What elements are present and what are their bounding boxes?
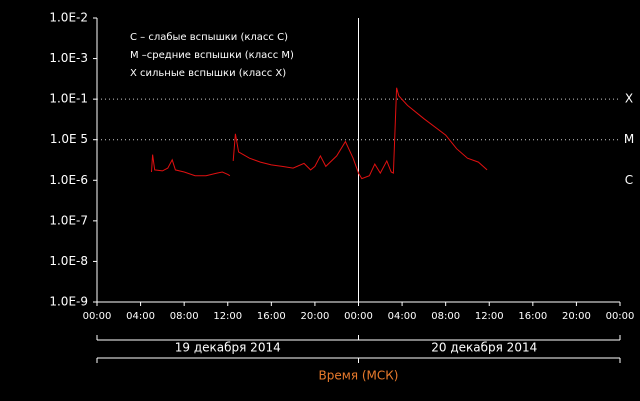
class-label: C bbox=[625, 173, 633, 187]
x-axis-title: Время (МСК) bbox=[319, 369, 399, 383]
y-tick-label: 1.0E 5 bbox=[50, 132, 88, 146]
flux-line bbox=[151, 87, 488, 180]
x-tick-label: 20:00 bbox=[562, 311, 591, 322]
date-label: 20 декабря 2014 bbox=[431, 341, 537, 355]
x-tick-label: 20:00 bbox=[301, 311, 330, 322]
x-tick-label: 00:00 bbox=[344, 311, 373, 322]
x-tick-label: 08:00 bbox=[170, 311, 199, 322]
y-tick-label: 1.0E-1 bbox=[49, 92, 88, 106]
x-tick-label: 12:00 bbox=[475, 311, 504, 322]
legend-entry: M –средние вспышки (класс M) bbox=[130, 50, 294, 61]
y-tick-label: 1.0E-7 bbox=[49, 213, 88, 227]
x-tick-label: 16:00 bbox=[518, 311, 547, 322]
y-tick-label: 1.0E-2 bbox=[49, 11, 88, 25]
x-tick-label: 04:00 bbox=[126, 311, 155, 322]
x-tick-label: 04:00 bbox=[388, 311, 417, 322]
x-tick-label: 08:00 bbox=[431, 311, 460, 322]
y-tick-label: 1.0E-9 bbox=[49, 295, 88, 309]
x-tick-label: 00:00 bbox=[83, 311, 112, 322]
x-tick-label: 16:00 bbox=[257, 311, 286, 322]
date-label: 19 декабря 2014 bbox=[175, 341, 281, 355]
class-label: M bbox=[624, 132, 634, 146]
x-tick-label: 00:00 bbox=[606, 311, 635, 322]
legend-entry: C – слабые вспышки (класс C) bbox=[130, 32, 288, 43]
y-tick-label: 1.0E-3 bbox=[49, 51, 88, 65]
legend-entry: X сильные вспышки (класс X) bbox=[130, 68, 286, 79]
class-label: X bbox=[625, 92, 633, 106]
y-tick-label: 1.0E-6 bbox=[49, 173, 88, 187]
y-tick-label: 1.0E-8 bbox=[49, 254, 88, 268]
x-tick-label: 12:00 bbox=[213, 311, 242, 322]
